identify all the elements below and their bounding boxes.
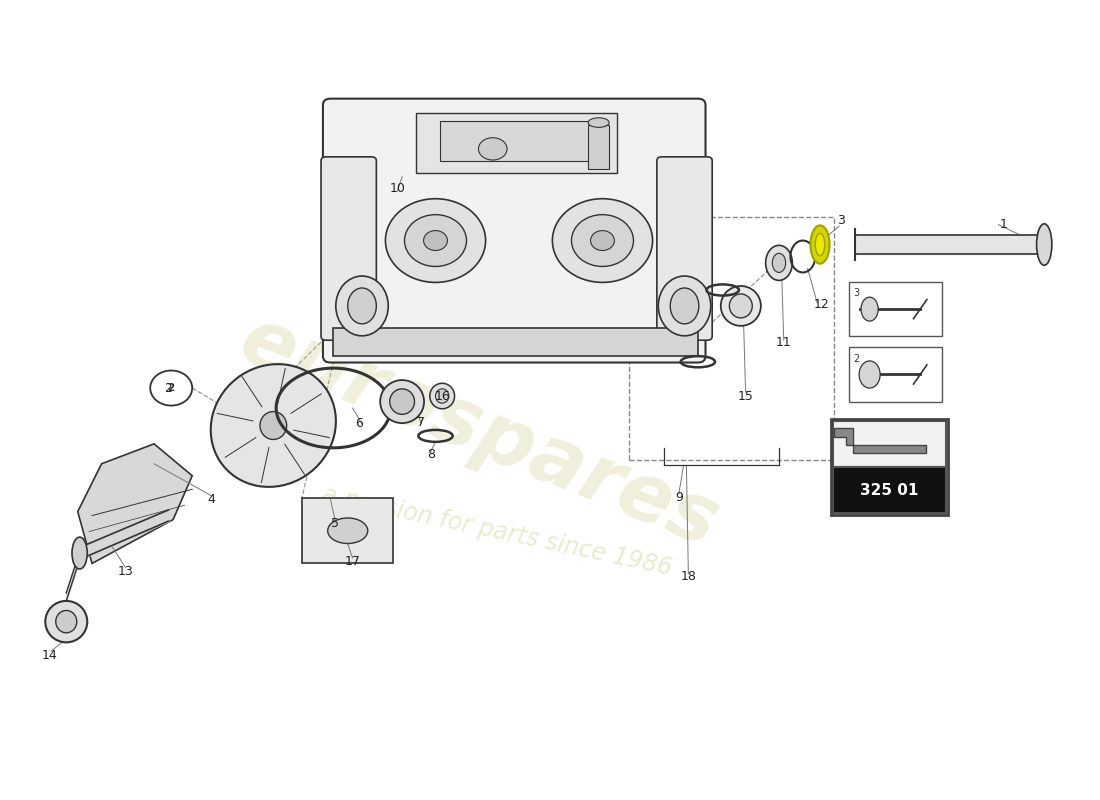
Ellipse shape <box>260 411 287 439</box>
Ellipse shape <box>385 198 485 282</box>
Bar <box>848 347 942 402</box>
Ellipse shape <box>328 518 367 543</box>
Bar <box>333 328 697 356</box>
Ellipse shape <box>72 537 87 569</box>
Ellipse shape <box>56 610 77 633</box>
Bar <box>440 121 593 161</box>
Text: 12: 12 <box>814 298 829 311</box>
Ellipse shape <box>588 118 609 127</box>
Text: 18: 18 <box>681 570 696 583</box>
Bar <box>417 113 617 173</box>
Text: 7: 7 <box>417 416 426 429</box>
Text: 9: 9 <box>675 490 683 504</box>
Text: 3: 3 <box>837 214 845 227</box>
Ellipse shape <box>658 276 711 336</box>
Bar <box>848 282 942 336</box>
Text: 15: 15 <box>738 390 754 402</box>
Ellipse shape <box>430 383 454 409</box>
Text: 17: 17 <box>344 554 361 567</box>
Bar <box>301 498 393 563</box>
Text: 13: 13 <box>118 565 133 578</box>
Bar <box>588 125 609 169</box>
Ellipse shape <box>591 230 615 250</box>
Text: a passion for parts since 1986: a passion for parts since 1986 <box>320 482 674 580</box>
Ellipse shape <box>436 389 449 403</box>
Text: 2: 2 <box>167 383 175 393</box>
FancyBboxPatch shape <box>323 98 705 362</box>
Ellipse shape <box>381 380 425 423</box>
Ellipse shape <box>45 601 87 642</box>
Bar <box>629 217 834 460</box>
Text: 8: 8 <box>427 448 434 461</box>
Ellipse shape <box>815 234 825 256</box>
Text: 11: 11 <box>776 336 792 349</box>
Text: 3: 3 <box>854 288 859 298</box>
Polygon shape <box>834 428 926 454</box>
Ellipse shape <box>859 361 880 388</box>
Bar <box>834 467 946 514</box>
Text: 5: 5 <box>331 517 339 530</box>
Ellipse shape <box>766 246 792 281</box>
Text: 325 01: 325 01 <box>860 482 918 498</box>
Text: 16: 16 <box>434 390 450 402</box>
Text: 10: 10 <box>389 182 405 195</box>
Ellipse shape <box>552 198 652 282</box>
Bar <box>834 421 946 467</box>
Ellipse shape <box>478 138 507 160</box>
Ellipse shape <box>424 230 448 250</box>
Text: 6: 6 <box>355 418 363 430</box>
Ellipse shape <box>1036 224 1052 266</box>
Text: 4: 4 <box>208 493 216 506</box>
Ellipse shape <box>729 294 752 318</box>
Ellipse shape <box>720 286 761 326</box>
Ellipse shape <box>405 214 466 266</box>
FancyBboxPatch shape <box>321 157 376 340</box>
Ellipse shape <box>389 389 415 414</box>
Text: 1: 1 <box>999 218 1008 231</box>
Ellipse shape <box>861 297 878 321</box>
Ellipse shape <box>772 254 785 273</box>
Text: eurospares: eurospares <box>228 300 729 563</box>
Bar <box>832 419 948 515</box>
Polygon shape <box>78 444 192 563</box>
Text: 2: 2 <box>854 354 860 364</box>
Ellipse shape <box>811 226 829 264</box>
Circle shape <box>151 370 192 406</box>
Text: 2: 2 <box>164 382 173 394</box>
Text: 14: 14 <box>41 649 57 662</box>
Ellipse shape <box>336 276 388 336</box>
FancyBboxPatch shape <box>657 157 712 340</box>
Ellipse shape <box>348 288 376 324</box>
Ellipse shape <box>211 364 336 487</box>
Ellipse shape <box>670 288 698 324</box>
Ellipse shape <box>572 214 634 266</box>
